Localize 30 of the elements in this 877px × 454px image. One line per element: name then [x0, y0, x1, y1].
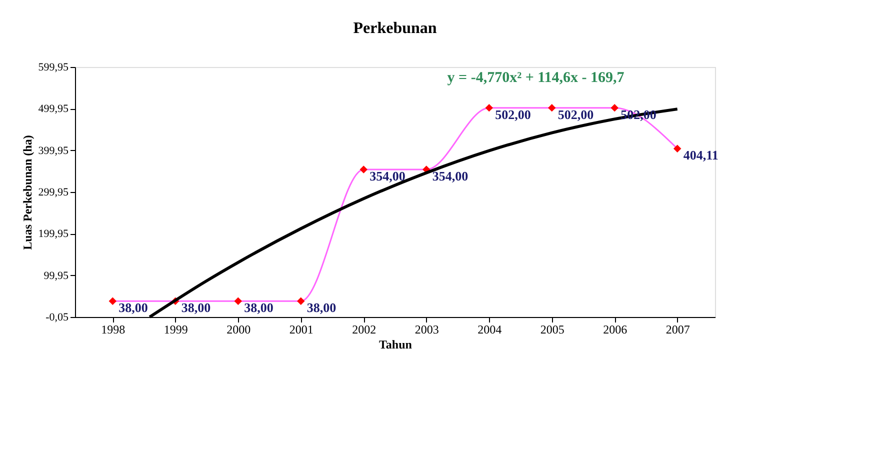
x-tick-label: 2003	[414, 322, 439, 336]
x-tick-label: 2006	[603, 322, 628, 336]
x-axis-title: Tahun	[379, 338, 412, 352]
x-tick-label: 2002	[352, 322, 376, 336]
data-label: 38,00	[181, 300, 211, 316]
y-tick-label: 399,95	[38, 144, 69, 157]
data-label: 38,00	[306, 300, 336, 316]
y-tick-label: 99,95	[44, 270, 69, 282]
y-tick-label: 499,95	[38, 103, 69, 116]
x-tick-label: 1998	[101, 322, 126, 336]
data-label: 502,00	[495, 106, 531, 122]
data-label: 404,11	[683, 148, 718, 163]
y-tick-label: 199,95	[38, 228, 69, 240]
data-label: 38,00	[118, 300, 148, 316]
y-tick-label: -0,05	[46, 312, 69, 324]
annotation: y = -4,770x² + 114,6x - 169,7	[447, 70, 625, 86]
data-label: 354,00	[432, 168, 468, 184]
y-tick-label: 599,95	[38, 62, 69, 74]
x-tick-label: 2000	[226, 322, 251, 336]
chart-title: Perkebunan	[353, 20, 437, 37]
x-tick-label: 2001	[289, 322, 314, 336]
y-tick-label: 299,95	[38, 186, 69, 198]
data-label: 354,00	[370, 168, 406, 184]
data-label: 38,00	[244, 300, 274, 316]
data-label: 502,00	[558, 106, 594, 122]
y-axis-title: Luas Perkebunan (ha)	[20, 135, 34, 250]
x-tick-label: 2007	[666, 322, 690, 336]
x-tick-label: 2005	[540, 322, 564, 336]
x-tick-label: 1999	[164, 322, 188, 336]
x-tick-label: 2004	[478, 322, 502, 336]
